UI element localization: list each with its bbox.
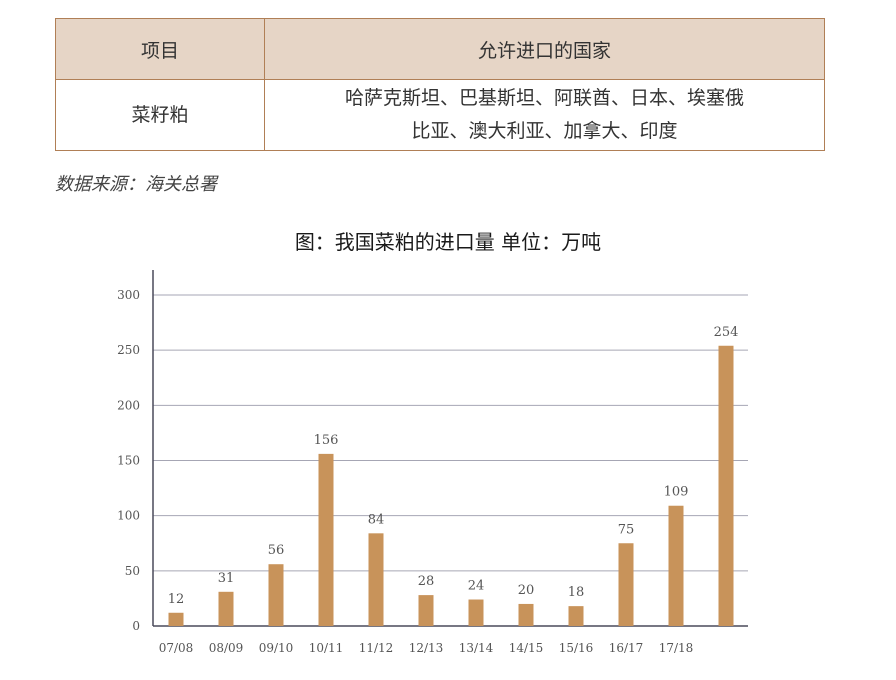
- bar: [468, 599, 484, 626]
- bar: [368, 533, 384, 626]
- import-countries-table: 项目 允许进口的国家 菜籽粕 哈萨克斯坦、巴基斯坦、阿联酋、日本、埃塞俄 比亚、澳…: [55, 18, 825, 151]
- x-tick-label: 08/09: [209, 641, 244, 655]
- data-label: 24: [468, 579, 485, 594]
- countries-line-1: 哈萨克斯坦、巴基斯坦、阿联酋、日本、埃塞俄: [344, 87, 744, 109]
- y-tick-label: 250: [117, 343, 140, 357]
- table-row: 菜籽粕 哈萨克斯坦、巴基斯坦、阿联酋、日本、埃塞俄 比亚、澳大利亚、加拿大、印度: [55, 79, 825, 151]
- x-tick-label: 13/14: [459, 641, 494, 655]
- data-label: 156: [314, 433, 339, 448]
- data-label: 12: [168, 592, 185, 607]
- data-source-note: 数据来源：海关总署: [55, 174, 217, 195]
- x-tick-label: 07/08: [159, 641, 194, 655]
- data-label: 31: [218, 571, 235, 586]
- data-label: 75: [618, 522, 635, 537]
- x-tick-label: 15/16: [559, 641, 594, 655]
- chart-title: 图：我国菜粕的进口量 单位：万吨: [294, 230, 602, 254]
- bar: [618, 543, 634, 626]
- x-tick-label: 09/10: [259, 641, 294, 655]
- header-countries: 允许进口的国家: [264, 18, 825, 80]
- y-tick-label: 150: [117, 454, 140, 468]
- data-label: 20: [518, 583, 535, 598]
- bar: [218, 591, 234, 626]
- cell-item: 菜籽粕: [55, 79, 265, 151]
- bar: [268, 564, 284, 626]
- data-label: 84: [368, 512, 385, 527]
- data-label: 56: [268, 543, 285, 558]
- bar: [318, 453, 334, 626]
- data-label: 254: [714, 325, 739, 340]
- y-tick-label: 50: [125, 564, 140, 578]
- bar: [418, 595, 434, 626]
- table-header-row: 项目 允许进口的国家: [55, 18, 825, 80]
- x-tick-label: 10/11: [309, 641, 344, 655]
- bar: [668, 505, 684, 626]
- x-tick-label: 16/17: [609, 641, 644, 655]
- data-label: 109: [664, 485, 689, 500]
- data-label: 18: [568, 585, 585, 600]
- cell-countries: 哈萨克斯坦、巴基斯坦、阿联酋、日本、埃塞俄 比亚、澳大利亚、加拿大、印度: [264, 79, 825, 151]
- x-tick-label: 12/13: [409, 641, 444, 655]
- x-tick-label: 17/18: [659, 641, 694, 655]
- y-tick-label: 300: [117, 288, 140, 302]
- y-tick-label: 0: [132, 619, 140, 633]
- bar: [168, 612, 184, 626]
- y-tick-label: 200: [117, 398, 140, 412]
- x-tick-label: 11/12: [359, 641, 394, 655]
- data-label: 28: [418, 574, 435, 589]
- bar: [568, 606, 584, 626]
- x-tick-label: 14/15: [509, 641, 544, 655]
- bar: [518, 603, 534, 626]
- countries-line-2: 比亚、澳大利亚、加拿大、印度: [411, 120, 678, 142]
- header-item: 项目: [55, 18, 265, 80]
- bar: [718, 345, 734, 626]
- y-tick-label: 100: [117, 509, 140, 523]
